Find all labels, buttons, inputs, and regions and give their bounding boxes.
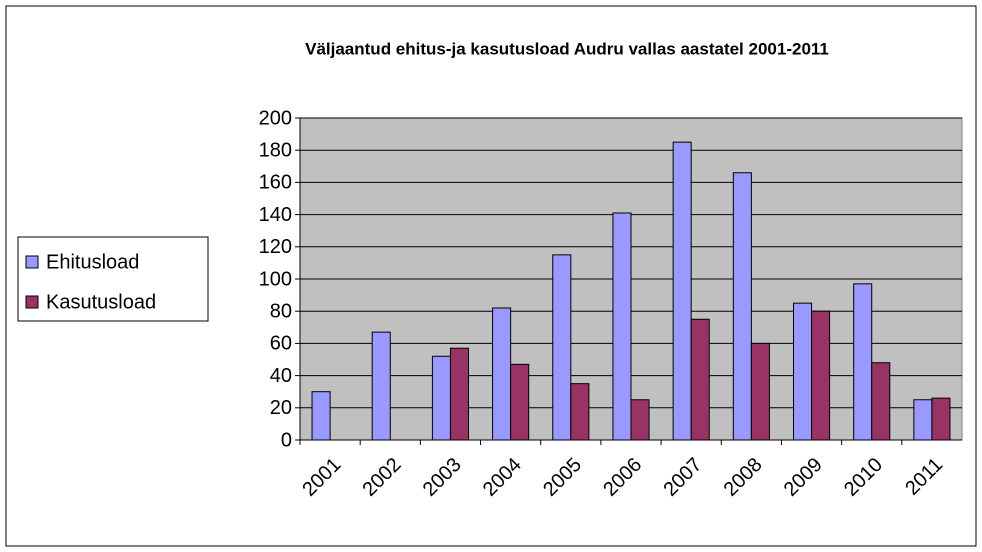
y-tick-label: 20 [270,397,292,419]
legend-swatch [25,295,39,309]
bar [913,399,933,441]
bar [690,318,710,441]
bar [431,355,451,441]
y-tick-label: 60 [270,333,292,355]
bar [792,302,813,441]
legend-label: Ehitusload [46,251,139,273]
legend-box [17,236,209,322]
bar [371,331,391,441]
bar [871,362,891,441]
bar [732,172,752,441]
y-tick-label: 180 [259,139,292,161]
chart-title: Väljaantud ehitus-ja kasutusload Audru v… [305,39,829,58]
y-tick-label: 120 [259,236,292,258]
bar [449,347,470,441]
bar [552,254,572,441]
bar [853,283,873,441]
y-tick-label: 160 [259,172,292,194]
y-tick-label: 140 [259,204,292,226]
legend-swatch [25,255,39,269]
y-tick-label: 100 [259,268,292,290]
y-tick-label: 200 [259,107,292,129]
y-tick-label: 40 [270,365,292,387]
bar [570,383,590,441]
bar [612,212,632,441]
y-tick-label: 0 [281,429,292,451]
bar [811,310,831,441]
bar [931,397,951,441]
y-tick-label: 80 [270,300,292,322]
bar [311,391,331,441]
bar [750,342,770,441]
legend-label: Kasutusload [46,291,156,313]
bar [492,307,512,441]
bar [630,399,650,441]
bar [510,363,530,441]
bar [672,141,692,441]
